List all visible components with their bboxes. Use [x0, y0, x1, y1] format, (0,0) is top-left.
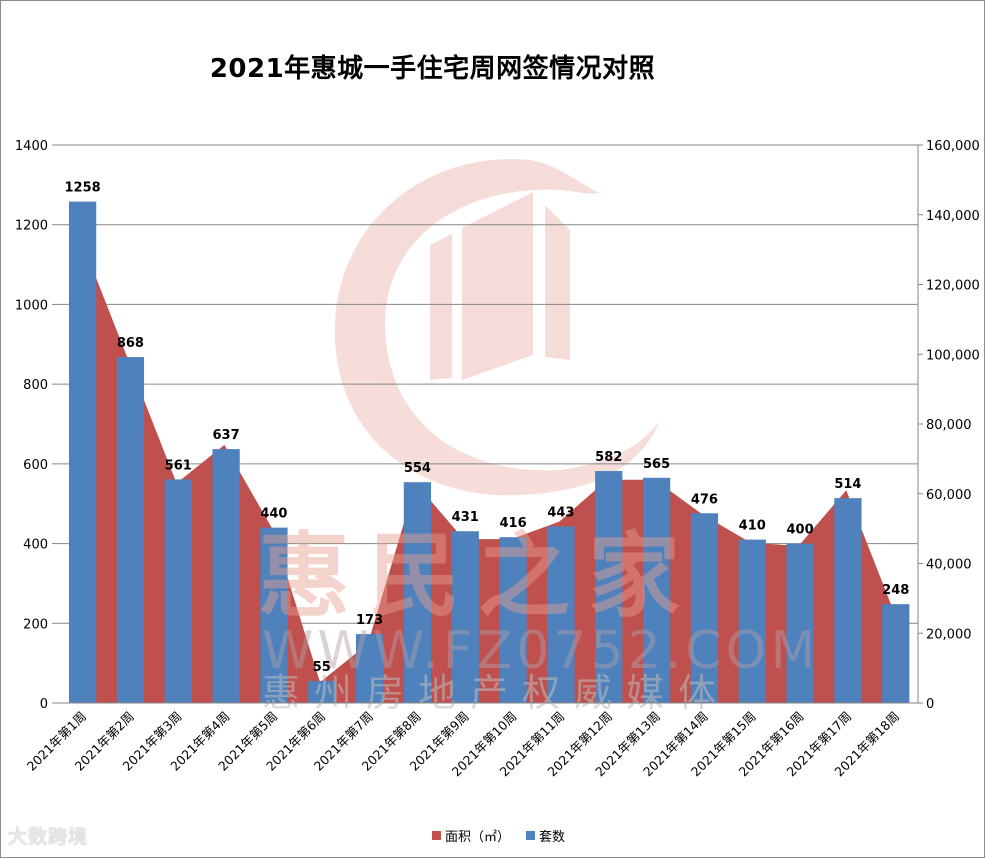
data-label: 443 [547, 505, 574, 520]
bar [499, 537, 527, 703]
bar [786, 543, 814, 703]
bar [116, 357, 145, 703]
legend-swatch-area [432, 831, 441, 840]
left-axis-tick: 400 [23, 538, 48, 553]
data-label: 173 [356, 613, 383, 628]
left-axis-tick: 1000 [15, 298, 48, 313]
right-axis-tick: 120,000 [926, 279, 980, 294]
left-axis-tick: 0 [40, 697, 48, 712]
right-axis-tick: 40,000 [926, 558, 972, 573]
svg-text:惠州房地产权威媒体: 惠州房地产权威媒体 [262, 671, 730, 715]
data-label: 440 [260, 507, 287, 522]
right-axis-tick: 140,000 [926, 209, 980, 224]
left-axis-tick: 800 [23, 378, 48, 393]
legend-label-area: 面积（㎡） [445, 830, 511, 845]
svg-text:惠民之家: 惠民之家 [258, 523, 698, 630]
bar [882, 604, 910, 703]
right-axis-tick: 60,000 [926, 488, 972, 503]
chart-title: 2021年惠城一手住宅周网签情况对照 [209, 54, 656, 84]
svg-text:WWW.FZ0752.COM: WWW.FZ0752.COM [262, 621, 819, 681]
watermark-logo-icon [334, 159, 660, 496]
data-label: 248 [882, 583, 909, 598]
bar [690, 513, 719, 703]
data-label: 400 [787, 523, 814, 538]
bar [164, 479, 192, 703]
data-label: 514 [834, 477, 861, 492]
bar [642, 477, 671, 703]
data-labels: 1258 868 561 637 440 55 173 554 431 416 443 582 565 4… [64, 181, 909, 675]
left-axis-tick: 1200 [15, 219, 48, 234]
brand-watermark: 大数跨境 [8, 826, 89, 848]
bar [834, 498, 862, 703]
bar [308, 681, 336, 703]
bar [68, 201, 97, 703]
chart-legend: 面积（㎡） 套数 [432, 826, 565, 845]
data-label: 868 [117, 336, 144, 351]
data-label: 55 [313, 660, 331, 675]
data-label: 431 [452, 510, 479, 525]
bar [355, 634, 384, 703]
data-label: 554 [404, 461, 431, 476]
bar [260, 527, 288, 703]
data-label: 410 [739, 519, 766, 534]
data-label: 637 [213, 428, 240, 443]
legend-label-count: 套数 [539, 830, 566, 845]
watermark-text: 惠民之家 WWW.FZ0752.COM 惠州房地产权威媒体 [258, 523, 819, 715]
left-axis-tick: 200 [23, 617, 48, 632]
data-label: 476 [691, 492, 718, 507]
data-label: 582 [595, 450, 622, 465]
bar [451, 531, 479, 703]
left-axis-tick: 600 [23, 458, 48, 473]
right-axis-tick: 0 [926, 697, 934, 712]
right-axis-tick: 160,000 [926, 139, 980, 154]
bar-series [68, 201, 910, 703]
right-axis-tick: 80,000 [926, 418, 972, 433]
right-axis-tick: 100,000 [926, 348, 980, 363]
bar [547, 526, 575, 703]
bar [403, 482, 432, 703]
bar [738, 539, 766, 703]
bar [595, 471, 623, 703]
data-label: 565 [643, 457, 670, 472]
left-axis-tick: 1400 [15, 139, 48, 154]
legend-swatch-count [526, 831, 536, 840]
data-label: 416 [500, 516, 527, 531]
bar [212, 449, 240, 703]
right-axis-tick: 20,000 [926, 627, 972, 642]
data-label: 561 [165, 458, 192, 473]
data-label: 1258 [64, 181, 100, 196]
